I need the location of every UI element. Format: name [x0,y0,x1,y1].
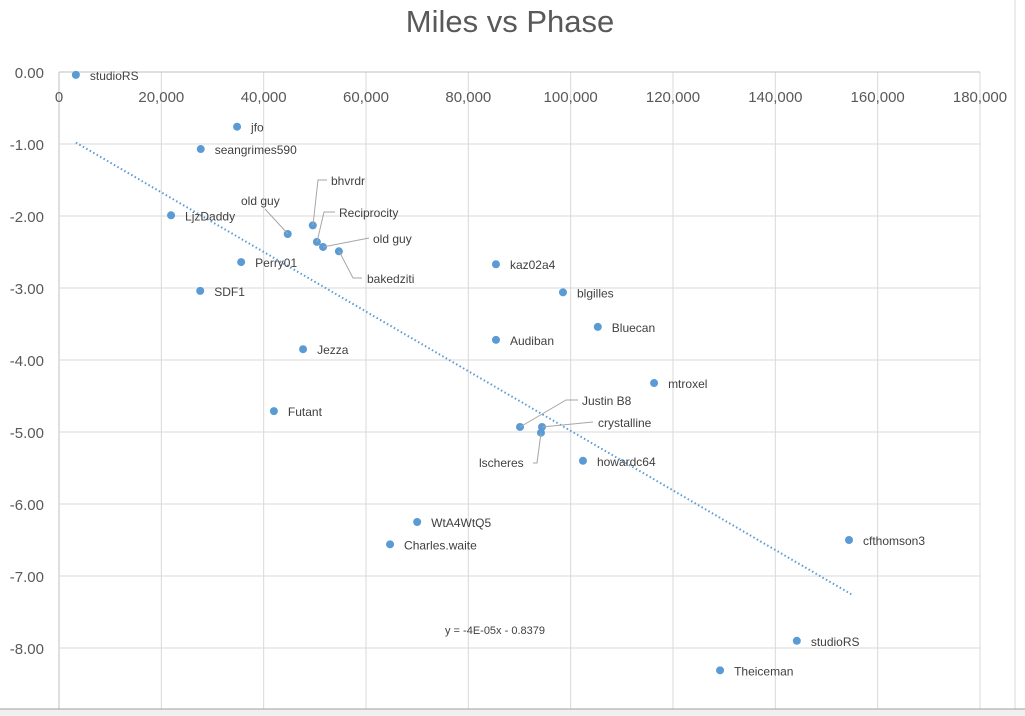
data-label: Futant [288,405,323,419]
data-label: bakedziti [367,272,414,286]
data-label: seangrimes590 [215,143,297,157]
data-point [167,211,176,220]
data-point [237,258,246,267]
leader-line [264,208,289,235]
data-point [650,379,659,388]
data-point [593,322,602,331]
chart-title: Miles vs Phase [405,4,615,39]
data-label: WtA4WtQ5 [431,516,491,530]
data-label: crystalline [598,416,652,430]
data-label: howardc64 [597,455,656,469]
data-label: SDF1 [214,285,245,299]
data-label: Charles.waite [404,538,477,552]
x-tick-label: 0 [55,89,63,106]
leader-line [322,237,370,248]
y-tick-label: -6.00 [10,497,44,514]
data-label: Audiban [510,334,554,348]
data-label: old guy [373,232,412,246]
data-point [716,666,725,675]
x-tick-label: 120,000 [646,89,700,106]
data-point [269,407,278,416]
data-label: Justin B8 [582,394,632,408]
data-label: studioRS [811,635,860,649]
leader-line [519,399,578,428]
x-tick-label: 180,000 [953,89,1007,106]
trendline [75,141,853,596]
x-tick-label: 60,000 [343,89,389,106]
data-point [386,540,395,549]
data-point [233,122,242,131]
data-label: mtroxel [668,377,707,391]
x-tick-label: 80,000 [445,89,491,106]
leader-line [338,250,362,279]
data-point [491,335,500,344]
y-tick-label: -8.00 [10,641,44,658]
data-label: old guy [241,194,280,208]
leader-line [316,211,335,243]
data-point [196,286,205,295]
leader-line [541,421,594,428]
data-label: Bluecan [612,321,655,335]
data-label: jfo [250,121,264,135]
y-tick-label: 0.00 [15,65,44,82]
data-point [792,636,801,645]
leader-line [533,432,542,464]
data-label: Perry01 [255,256,297,270]
data-label: blgilles [577,286,614,300]
y-tick-label: -5.00 [10,425,44,442]
x-tick-label: 160,000 [851,89,905,106]
trendline-equation: y = -4E-05x - 0.8379 [445,625,545,637]
data-label: LjzDaddy [185,209,235,223]
data-point [413,518,422,526]
x-tick-label: 100,000 [544,89,598,106]
data-label: lscheres [479,456,524,470]
y-tick-label: -4.00 [10,353,44,370]
y-tick-label: -2.00 [10,209,44,226]
data-point [308,221,317,230]
data-point [578,456,587,465]
data-point [196,145,205,154]
x-tick-label: 40,000 [241,89,287,106]
data-label: cfthomson3 [863,534,925,548]
data-label: Theiceman [734,664,793,678]
data-label: kaz02a4 [510,258,556,272]
x-tick-label: 20,000 [138,89,184,106]
leader-line [312,179,327,226]
data-point [536,428,545,437]
data-label: studioRS [90,69,139,83]
y-tick-label: -7.00 [10,569,44,586]
y-tick-label: -3.00 [10,281,44,298]
data-label: bhvrdr [331,174,365,188]
data-point [491,260,500,269]
data-label: Jezza [317,343,349,357]
data-point [299,345,308,354]
x-tick-label: 140,000 [748,89,802,106]
data-point [845,536,854,544]
data-point [558,288,567,297]
data-label: Reciprocity [339,206,398,220]
y-tick-label: -1.00 [10,137,44,154]
data-point [71,70,80,79]
sheet-strip [0,709,1025,716]
